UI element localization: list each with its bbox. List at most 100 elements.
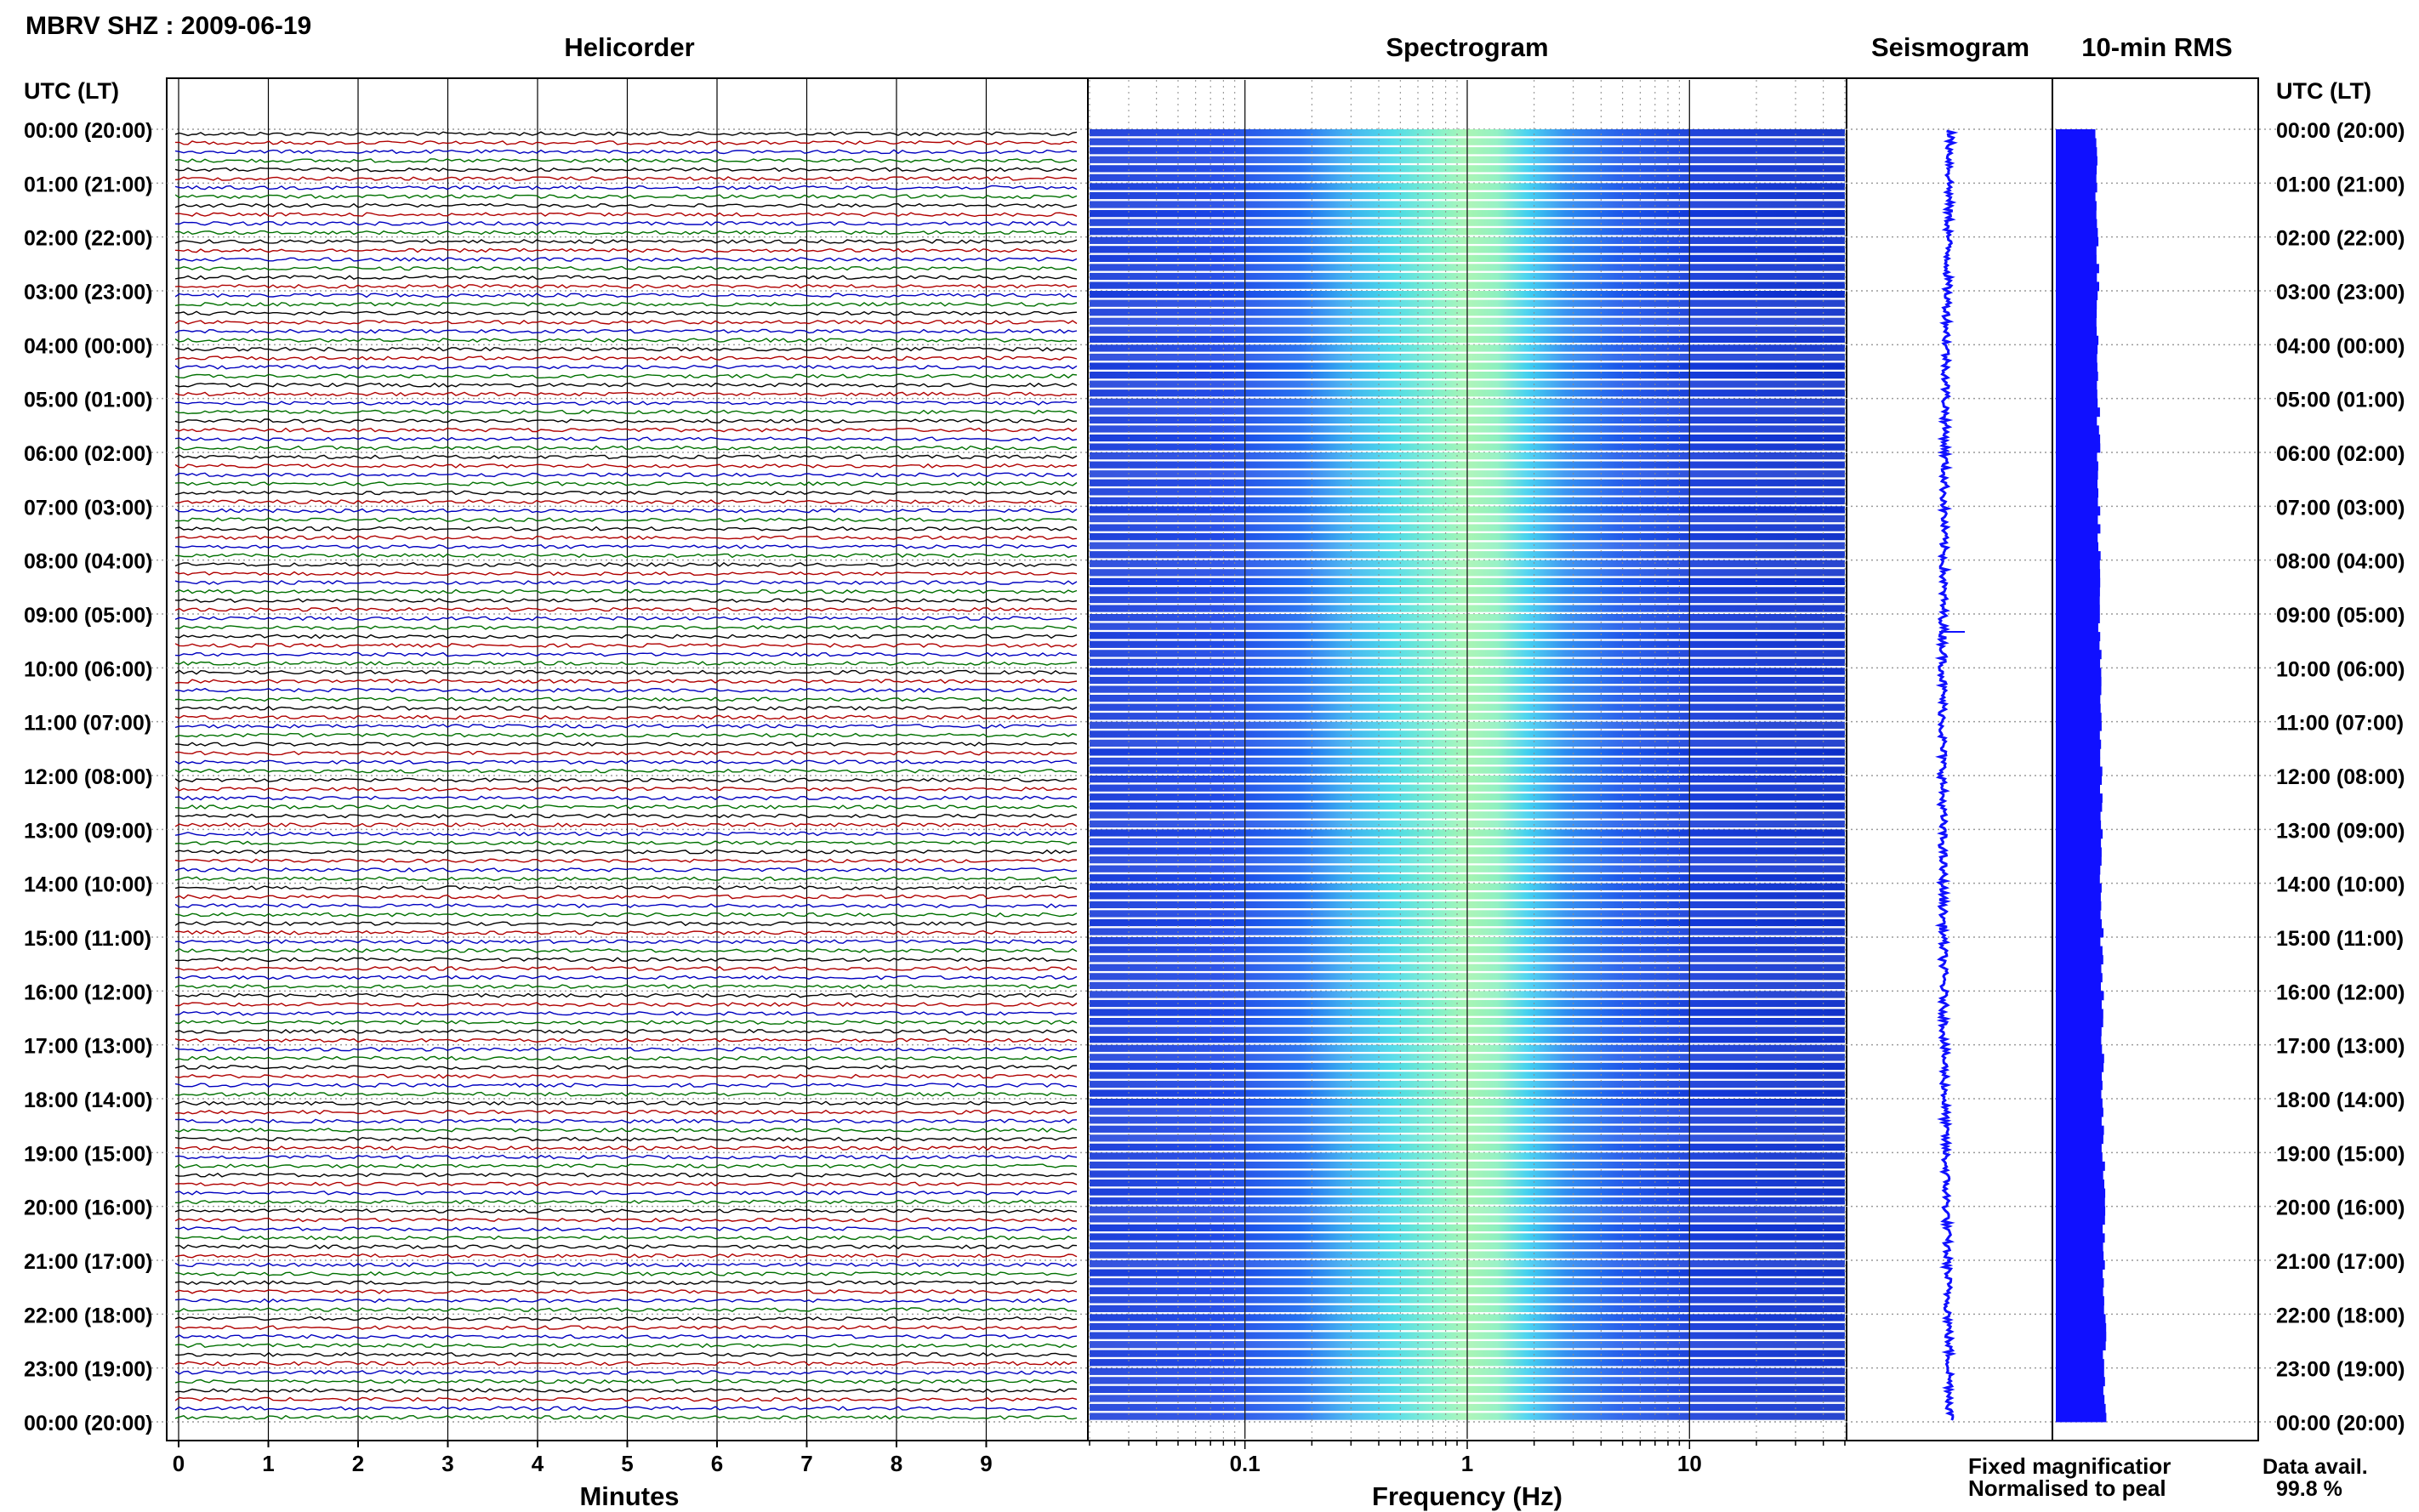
time-label: 08:00 (04:00): [24, 550, 152, 574]
helicorder-trace: [175, 1100, 1078, 1106]
rms-bar: [2056, 425, 2099, 435]
helicorder-trace: [175, 1010, 1078, 1016]
rms-bar: [2056, 874, 2100, 884]
helicorder-trace: [175, 427, 1078, 433]
rms-bar: [2056, 1278, 2104, 1288]
time-label: 20:00 (16:00): [24, 1197, 152, 1220]
rms-bar: [2056, 1071, 2103, 1082]
rms-bar: [2056, 236, 2099, 247]
rms-bar: [2056, 650, 2102, 660]
rms-bar: [2056, 497, 2098, 507]
time-label: 11:00 (07:00): [2276, 712, 2404, 736]
rms-bar: [2056, 335, 2099, 345]
seismogram-trace-line: [1934, 129, 1959, 1421]
helicorder-trace: [175, 1217, 1078, 1223]
minute-tick-label: 0: [173, 1451, 185, 1476]
rms-bar: [2056, 614, 2100, 623]
rms-bar: [2056, 398, 2098, 408]
time-label: 01:00 (21:00): [24, 173, 152, 196]
helicorder-trace: [175, 1109, 1078, 1115]
helicorder-trace: [175, 202, 1078, 208]
rms-bar: [2056, 847, 2102, 857]
helicorder-trace: [175, 1172, 1078, 1178]
helicorder-trace: [175, 418, 1078, 423]
rms-bar: [2056, 416, 2097, 426]
helicorder-trace: [175, 634, 1078, 639]
helicorder-trace: [175, 212, 1078, 218]
helicorder-trace: [175, 1414, 1078, 1420]
rms-bar: [2056, 362, 2097, 372]
time-label: 05:00 (01:00): [24, 389, 152, 412]
time-label: 00:00 (20:00): [24, 119, 152, 143]
rms-bar: [2056, 685, 2102, 696]
rms-bar: [2056, 963, 2102, 974]
rms-bar: [2056, 1341, 2106, 1350]
time-labels-right: 00:00 (20:00) 01:00 (21:00) 02:00 (22:00) 0…: [2276, 119, 2405, 1435]
rms-bar: [2056, 569, 2101, 579]
helicorder-trace: [175, 598, 1078, 603]
rms-bar: [2056, 479, 2097, 489]
rms-bar: [2056, 272, 2097, 282]
rms-bar: [2056, 1215, 2105, 1225]
rms-bar: [2056, 1009, 2103, 1019]
helicorder-trace: [175, 1226, 1078, 1231]
helicorder-trace: [175, 220, 1078, 226]
helicorder-trace: [175, 1307, 1078, 1312]
helicorder-trace: [175, 1208, 1078, 1214]
rms-bar: [2056, 999, 2102, 1009]
rms-bar: [2056, 138, 2097, 148]
helicorder-trace: [175, 1343, 1078, 1349]
helicorder-trace: [175, 185, 1078, 190]
rms-bar: [2056, 605, 2100, 615]
rms-bar: [2056, 703, 2101, 713]
rms-bar: [2056, 1099, 2103, 1108]
rms-bar: [2056, 1242, 2103, 1252]
rms-bar: [2056, 560, 2100, 570]
time-label: 14:00 (10:00): [24, 873, 152, 897]
helicorder-trace: [175, 1047, 1078, 1052]
helicorder-trace: [175, 338, 1078, 343]
rms-bar: [2056, 344, 2098, 355]
helicorder-trace: [175, 651, 1077, 657]
rms-bar: [2056, 784, 2100, 794]
rms-bars: [2056, 129, 2107, 1423]
helicorder-trace: [175, 912, 1078, 918]
time-label: 18:00 (14:00): [24, 1089, 152, 1112]
rms-bar: [2056, 551, 2101, 561]
rms-bar: [2056, 1287, 2103, 1297]
frequency-tick-label: 10: [1677, 1451, 1702, 1476]
minute-tick-label: 9: [980, 1451, 992, 1476]
time-label: 07:00 (03:00): [24, 496, 152, 520]
rms-bar: [2056, 1152, 2103, 1162]
rms-bar: [2056, 219, 2097, 229]
rms-bar: [2056, 946, 2103, 956]
helicorder-trace: [175, 1316, 1078, 1322]
rms-bar: [2056, 443, 2101, 453]
helicorder-trace: [175, 588, 1078, 594]
time-label: 23:00 (19:00): [24, 1358, 152, 1382]
helicorder-trace: [175, 1262, 1078, 1268]
time-label: 12:00 (08:00): [2276, 765, 2405, 789]
helicorder-trace: [175, 1280, 1078, 1286]
helicorder-trace: [175, 1145, 1078, 1151]
minutes-axis: 0 1 2 3 4 5 6 7 8 9: [173, 1441, 993, 1476]
rms-bar: [2056, 1179, 2104, 1189]
time-label: 03:00 (23:00): [24, 281, 152, 304]
rms-bar: [2056, 910, 2101, 920]
helicorder-trace: [175, 687, 1078, 693]
time-label: 10:00 (06:00): [24, 657, 152, 681]
time-label: 06:00 (02:00): [24, 442, 152, 466]
helicorder-trace: [175, 777, 1078, 783]
helicorder-trace: [175, 158, 1078, 163]
rms-bar: [2056, 1036, 2102, 1046]
rms-bar: [2056, 658, 2101, 668]
time-label: 07:00 (03:00): [2276, 496, 2405, 520]
helicorder-trace: [175, 1289, 1078, 1294]
frequency-tick-label: 0.1: [1230, 1451, 1261, 1476]
rms-bar: [2056, 514, 2098, 525]
time-label: 11:00 (07:00): [24, 712, 151, 736]
minute-tick-label: 6: [711, 1451, 723, 1476]
rms-bar: [2056, 506, 2101, 516]
helicorder-trace: [175, 1333, 1078, 1339]
helicorder-trace: [175, 265, 1078, 271]
